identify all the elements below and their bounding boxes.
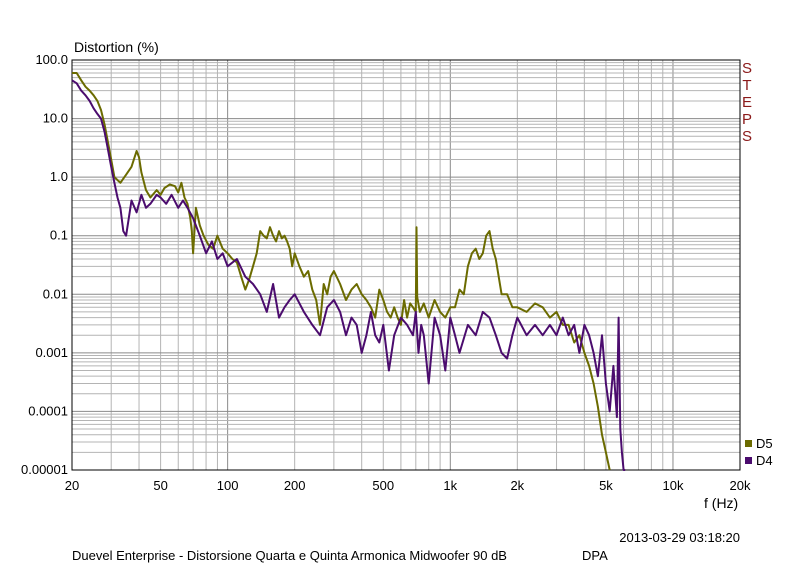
x-tick-label: 50 (153, 478, 167, 493)
x-tick-label: 20k (730, 478, 751, 493)
x-tick-label: 1k (443, 478, 457, 493)
steps-letter: S (742, 128, 752, 145)
y-tick-label: 100.0 (35, 52, 68, 67)
y-tick-label: 10.0 (43, 111, 68, 126)
x-tick-label: 20 (65, 478, 79, 493)
legend: D5 D4 (745, 436, 773, 468)
y-axis-label: Distortion (%) (74, 39, 159, 55)
series-line-d5 (72, 72, 611, 471)
x-tick-label: 500 (372, 478, 394, 493)
series-line-d4 (71, 79, 626, 471)
x-tick-labels: 20 50 100 200 500 1k 2k 5k 10k 20k (65, 478, 751, 493)
legend-label-d5: D5 (756, 436, 773, 451)
footer-title: Duevel Enterprise - Distorsione Quarta e… (72, 548, 507, 563)
legend-swatch-d4 (745, 457, 752, 464)
y-tick-label: 0.001 (35, 345, 68, 360)
x-tick-label: 200 (284, 478, 306, 493)
steps-letter: T (742, 77, 751, 94)
y-tick-label: 1.0 (50, 169, 68, 184)
y-tick-label: 0.00001 (21, 462, 68, 477)
legend-swatch-d5 (745, 440, 752, 447)
y-tick-labels: 100.0 10.0 1.0 0.1 0.01 0.001 0.0001 0.00001 (21, 52, 68, 477)
plot-frame (71, 59, 741, 471)
timestamp: 2013-03-29 03:18:20 (619, 530, 740, 545)
steps-letter: S (742, 60, 752, 77)
legend-label-d4: D4 (756, 453, 773, 468)
x-axis-label: f (Hz) (704, 495, 738, 511)
steps-letter: E (742, 94, 752, 111)
series-layer (71, 72, 626, 471)
x-tick-label: 100 (217, 478, 239, 493)
y-tick-label: 0.0001 (28, 403, 68, 418)
grid (71, 60, 741, 470)
y-tick-label: 0.1 (50, 228, 68, 243)
steps-letter: P (742, 111, 752, 128)
x-tick-label: 5k (599, 478, 613, 493)
footer-tag: DPA (582, 548, 608, 563)
x-tick-label: 2k (510, 478, 524, 493)
y-tick-label: 0.01 (43, 286, 68, 301)
x-tick-label: 10k (662, 478, 683, 493)
